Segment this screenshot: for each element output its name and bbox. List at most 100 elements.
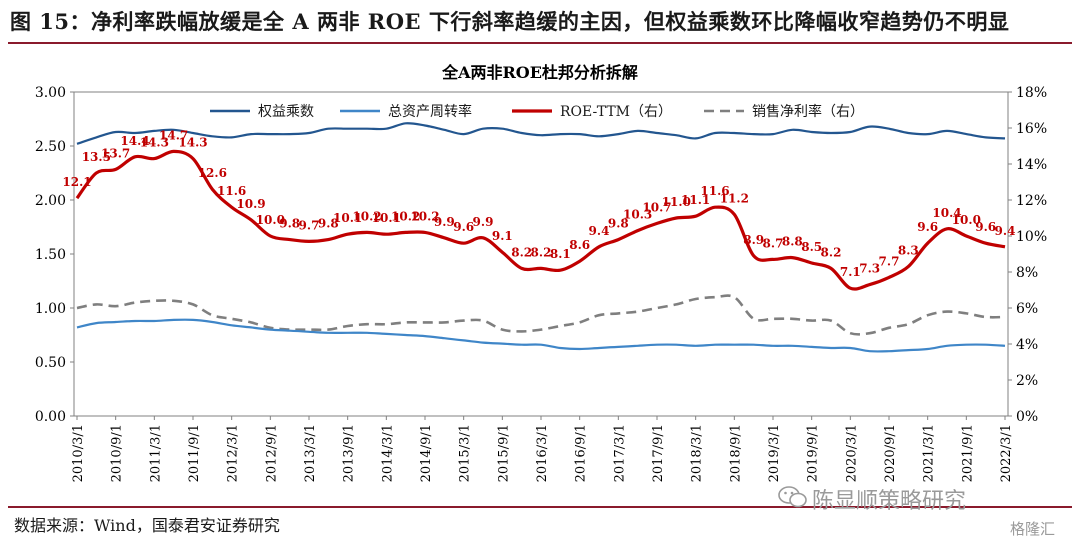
y-right-tick-label: 8%	[1016, 265, 1038, 281]
y-left-tick-label: 3.00	[35, 85, 66, 101]
chart-title: 全A两非ROE杜邦分析拆解	[441, 63, 638, 82]
roe-data-label: 11.1	[681, 193, 710, 207]
roe-data-label: 10.0	[256, 213, 285, 227]
roe-data-label: 9.9	[473, 215, 494, 229]
x-tick-label: 2018/9/1	[728, 424, 743, 482]
x-tick-label: 2020/3/1	[844, 424, 859, 482]
watermark-text: 陈显顺策略研究	[812, 489, 967, 514]
series-line-net-margin	[76, 294, 1006, 336]
x-tick-label: 2014/3/1	[380, 424, 395, 482]
roe-data-label: 10.4	[932, 206, 961, 220]
roe-data-label: 10.3	[623, 208, 652, 222]
roe-data-label: 9.7	[299, 218, 320, 232]
x-tick-label: 2021/9/1	[960, 424, 975, 482]
legend-label: 总资产周转率	[388, 103, 472, 120]
roe-data-label: 10.2	[391, 209, 420, 223]
roe-data-label: 8.6	[569, 238, 590, 252]
x-tick-label: 2019/9/1	[806, 424, 821, 482]
figure-title: 图 15：净利率跌幅放缓是全 A 两非 ROE 下行斜率趋缓的主因，但权益乘数环…	[10, 9, 1010, 34]
x-tick-label: 2018/3/1	[690, 424, 705, 482]
roe-data-label: 9.6	[917, 220, 938, 234]
roe-data-label: 9.6	[975, 220, 996, 234]
roe-data-label: 10.9	[236, 197, 265, 211]
x-tick-label: 2017/3/1	[612, 424, 627, 482]
roe-data-label: 9.4	[589, 224, 610, 238]
roe-data-label: 10.1	[333, 211, 362, 225]
roe-data-label: 9.9	[434, 215, 455, 229]
roe-data-label: 8.8	[782, 235, 803, 249]
roe-data-label: 9.6	[453, 220, 474, 234]
y-right-tick-label: 18%	[1016, 85, 1047, 101]
y-right-tick-label: 6%	[1016, 301, 1038, 317]
roe-data-label: 7.3	[859, 262, 880, 276]
y-right-tick-label: 10%	[1016, 229, 1047, 245]
x-tick-label: 2010/9/1	[110, 424, 125, 482]
roe-data-label: 13.5	[82, 150, 111, 164]
y-left-tick-label: 0.00	[35, 409, 66, 425]
roe-data-label: 7.1	[840, 265, 861, 279]
roe-data-label: 14.7	[159, 128, 188, 142]
roe-data-label: 7.7	[879, 254, 900, 268]
series-line-equity-multiplier	[76, 122, 1006, 145]
roe-data-label: 9.8	[279, 217, 300, 231]
roe-data-label: 11.6	[217, 184, 246, 198]
x-tick-label: 2012/3/1	[226, 424, 241, 482]
roe-data-label: 8.7	[763, 236, 784, 250]
legend-label: 权益乘数	[258, 104, 314, 120]
y-right-tick-label: 0%	[1016, 409, 1038, 425]
x-tick-label: 2013/3/1	[303, 424, 318, 482]
x-tick-label: 2016/3/1	[535, 424, 550, 482]
roe-data-label: 12.1	[62, 175, 91, 189]
y-right-tick-label: 4%	[1016, 337, 1038, 353]
roe-data-label: 10.7	[642, 200, 671, 214]
roe-data-label: 9.4	[995, 224, 1016, 238]
x-tick-label: 2021/3/1	[922, 424, 937, 482]
roe-data-label: 10.2	[352, 209, 381, 223]
x-tick-label: 2020/9/1	[883, 424, 898, 482]
roe-data-label: 8.2	[511, 245, 532, 259]
roe-data-label: 8.3	[898, 244, 919, 258]
roe-data-label: 12.6	[198, 166, 227, 180]
title-divider	[8, 42, 1072, 44]
x-tick-label: 2019/3/1	[767, 424, 782, 482]
roe-data-label: 14.3	[178, 136, 207, 150]
roe-data-label: 13.7	[101, 146, 130, 160]
roe-data-label: 9.1	[492, 229, 513, 243]
brand-logo: 格隆汇	[1010, 520, 1056, 538]
x-tick-label: 2010/3/1	[71, 424, 86, 482]
roe-data-label: 9.8	[318, 217, 339, 231]
y-right-tick-label: 2%	[1016, 373, 1038, 389]
legend-label: ROE-TTM（右）	[560, 104, 672, 120]
x-tick-label: 2015/3/1	[458, 424, 473, 482]
roe-data-label: 14.4	[120, 134, 149, 148]
roe-data-label: 11.2	[720, 191, 749, 205]
roe-data-label: 8.1	[550, 247, 571, 261]
roe-data-label: 8.2	[821, 245, 842, 259]
x-tick-label: 2012/9/1	[264, 424, 279, 482]
roe-data-label: 11.0	[662, 195, 691, 209]
y-right-tick-label: 14%	[1016, 157, 1047, 173]
y-left-tick-label: 1.50	[35, 247, 66, 263]
y-left-tick-label: 2.00	[35, 193, 66, 209]
y-right-tick-label: 16%	[1016, 121, 1047, 137]
x-tick-label: 2011/9/1	[187, 424, 202, 482]
roe-data-label: 10.0	[952, 213, 981, 227]
roe-data-label: 8.2	[531, 245, 552, 259]
roe-data-label: 8.5	[801, 240, 822, 254]
legend-label: 销售净利率（右）	[752, 103, 864, 120]
x-tick-label: 2016/9/1	[574, 424, 589, 482]
y-left-tick-label: 2.50	[35, 139, 66, 155]
footer-divider	[8, 506, 1072, 508]
dupont-line-chart: 全A两非ROE杜邦分析拆解 0.00 0.50 1.00 1.50 2.00 2.50 3.…	[35, 63, 1047, 482]
chart-legend: 权益乘数 总资产周转率 ROE-TTM（右） 销售净利率（右）	[210, 103, 864, 120]
roe-data-label: 10.2	[410, 209, 439, 223]
x-tick-label: 2013/9/1	[342, 424, 357, 482]
roe-data-label: 10.1	[372, 211, 401, 225]
wechat-icon	[778, 486, 807, 508]
x-tick-label: 2015/9/1	[496, 424, 511, 482]
roe-data-label: 9.8	[608, 217, 629, 231]
roe-data-label: 8.9	[743, 233, 764, 247]
y-left-tick-label: 1.00	[35, 301, 66, 317]
x-tick-label: 2022/3/1	[999, 424, 1014, 482]
y-right-tick-label: 12%	[1016, 193, 1047, 209]
